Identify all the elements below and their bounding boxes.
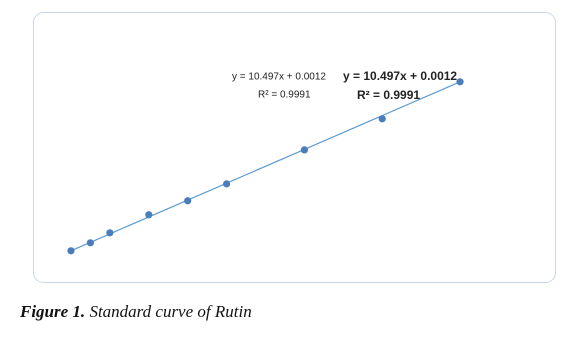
equation-label: R² = 0.9991 xyxy=(258,90,311,101)
trendline xyxy=(70,81,461,252)
data-point xyxy=(86,239,95,247)
data-point xyxy=(456,78,464,86)
equation-label: y = 10.497x + 0.0012 xyxy=(343,69,457,83)
chart-frame xyxy=(33,12,556,283)
equation-label: y = 10.497x + 0.0012 xyxy=(232,72,326,83)
equation-label: R² = 0.9991 xyxy=(357,88,420,102)
data-point xyxy=(300,146,309,154)
data-point xyxy=(222,180,231,188)
data-point xyxy=(378,115,386,123)
data-point xyxy=(184,197,192,205)
caption-text: Standard curve of Rutin xyxy=(89,302,252,321)
data-point xyxy=(106,229,114,237)
data-point xyxy=(67,247,75,255)
figure-caption: Figure 1. Standard curve of Rutin xyxy=(20,302,252,322)
data-point xyxy=(145,211,153,219)
figure-label: Figure 1. xyxy=(20,302,86,321)
chart: y = 10.497x + 0.0012 R² = 0.9991 y = 10.49… xyxy=(33,12,556,283)
